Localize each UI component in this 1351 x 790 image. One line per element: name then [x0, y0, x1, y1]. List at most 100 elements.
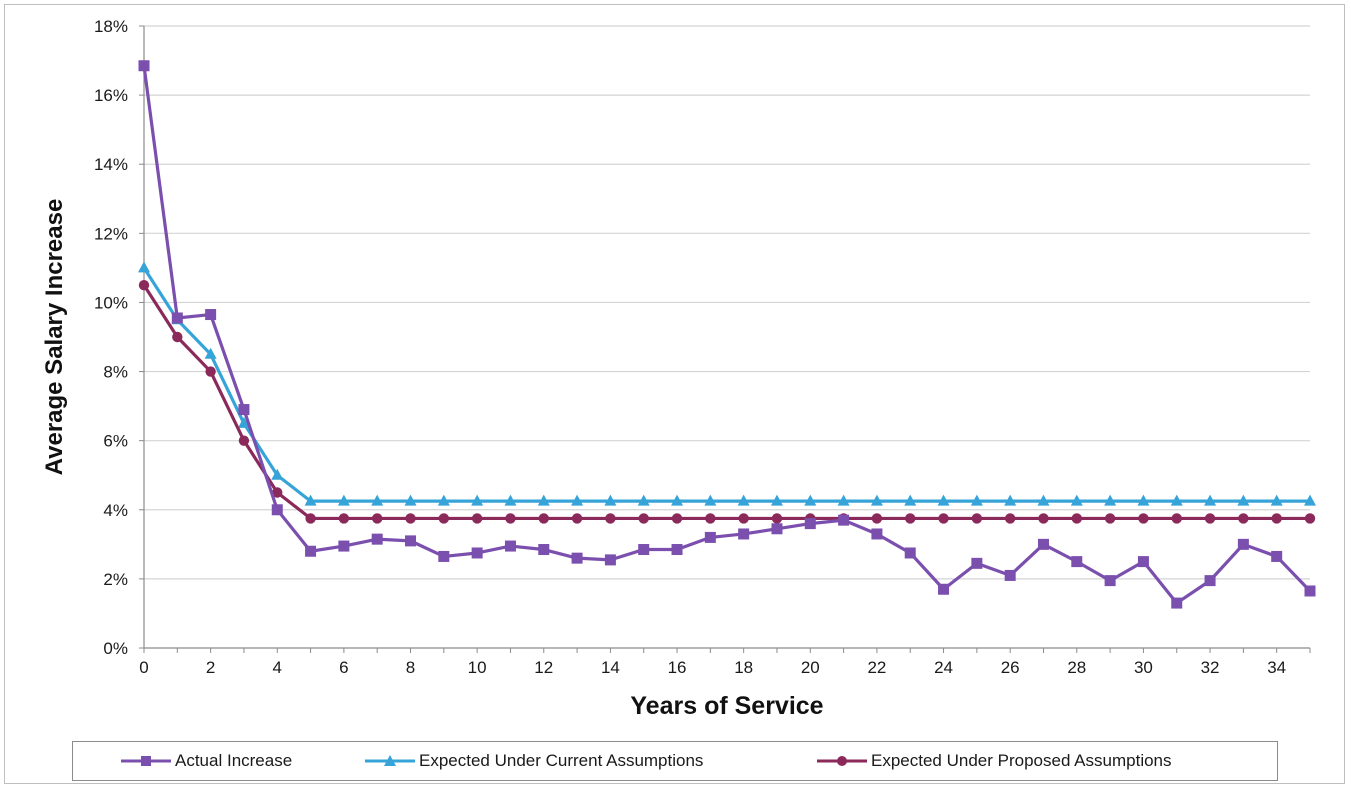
y-tick-label: 10%	[94, 293, 128, 312]
data-point-circle	[372, 513, 383, 524]
data-point-square	[1071, 556, 1083, 568]
y-tick-label: 6%	[103, 432, 128, 451]
data-point-circle	[938, 513, 949, 524]
y-tick-label: 2%	[103, 570, 128, 589]
data-point-circle	[1304, 513, 1316, 524]
data-point-triangle	[1270, 494, 1283, 506]
data-point-triangle	[1104, 494, 1117, 506]
legend-label-current: Expected Under Current Assumptions	[419, 751, 704, 770]
data-point-square	[771, 523, 783, 535]
x-tick-label: 16	[668, 658, 687, 677]
data-point-square	[405, 535, 417, 547]
data-point-triangle	[304, 494, 317, 506]
axes	[139, 25, 1311, 653]
data-point-square	[238, 404, 250, 416]
data-point-circle	[671, 513, 683, 524]
x-tick-label: 26	[1001, 658, 1020, 677]
x-tick-label: 30	[1134, 658, 1153, 677]
data-point-triangle	[704, 494, 717, 506]
data-point-square	[971, 557, 983, 569]
data-point-square	[171, 312, 183, 324]
x-tick-label: 34	[1267, 658, 1286, 677]
data-point-square	[1237, 538, 1249, 550]
data-point-square	[1171, 597, 1183, 609]
x-tick-label: 14	[601, 658, 620, 677]
data-point-triangle	[1037, 494, 1050, 506]
legend-label-proposed: Expected Under Proposed Assumptions	[871, 751, 1172, 770]
data-point-square	[538, 544, 550, 556]
data-point-circle	[1038, 513, 1049, 524]
data-point-circle	[538, 513, 549, 524]
data-point-circle	[338, 513, 350, 524]
data-point-triangle	[937, 494, 950, 506]
series-layer	[138, 60, 1316, 609]
data-point-square	[604, 554, 616, 566]
data-point-triangle	[1170, 494, 1183, 506]
data-point-triangle	[571, 494, 584, 506]
x-tick-label: 18	[734, 658, 753, 677]
data-point-triangle	[604, 494, 617, 506]
data-point-circle	[905, 513, 916, 524]
data-point-circle	[705, 513, 716, 524]
data-point-square	[271, 504, 283, 516]
data-point-triangle	[404, 494, 417, 506]
data-point-circle	[471, 513, 483, 524]
data-point-square	[205, 309, 217, 321]
data-point-triangle	[1304, 494, 1316, 506]
x-tick-label: 2	[206, 658, 215, 677]
y-tick-label: 8%	[103, 363, 128, 382]
grid-lines	[144, 25, 1310, 580]
x-tick-label: 12	[534, 658, 553, 677]
legend-swatch-actual-icon	[121, 756, 171, 766]
x-tick-label: 10	[468, 658, 487, 677]
data-point-square	[738, 528, 750, 540]
data-point-triangle	[437, 494, 450, 506]
data-point-circle	[871, 513, 883, 524]
data-point-circle	[1171, 513, 1182, 524]
data-point-square	[1137, 556, 1149, 568]
data-point-square	[1304, 585, 1316, 597]
series-line-triangle	[142, 267, 1310, 503]
data-point-triangle	[138, 261, 150, 273]
data-point-square	[638, 544, 650, 556]
data-point-triangle	[1204, 494, 1217, 506]
data-point-circle	[1004, 513, 1016, 524]
data-point-triangle	[537, 494, 550, 506]
series-line-square	[142, 65, 1312, 605]
y-tick-label: 0%	[103, 639, 128, 658]
data-point-square	[371, 533, 383, 545]
data-point-circle	[771, 513, 783, 524]
data-point-triangle	[870, 494, 883, 506]
data-point-triangle	[504, 494, 517, 506]
y-tick-label: 12%	[94, 224, 128, 243]
data-point-triangle	[1070, 494, 1083, 506]
data-point-circle	[405, 513, 416, 524]
data-point-square	[871, 528, 883, 540]
y-axis-title: Average Salary Increase	[41, 199, 68, 476]
x-axis-title: Years of Service	[630, 692, 823, 720]
data-point-square	[438, 550, 450, 562]
data-point-square	[904, 547, 916, 559]
data-point-circle	[738, 513, 749, 524]
data-point-triangle	[237, 416, 250, 428]
data-point-square	[1104, 575, 1116, 587]
data-point-square	[571, 552, 583, 564]
data-point-triangle	[371, 494, 384, 506]
series-line-circle	[142, 284, 1310, 521]
data-point-circle	[1204, 513, 1216, 524]
y-tick-label: 16%	[94, 86, 128, 105]
legend-item-current: Expected Under Current Assumptions	[365, 742, 703, 780]
data-point-triangle	[970, 494, 983, 506]
data-point-circle	[138, 279, 150, 291]
data-point-triangle	[770, 494, 783, 506]
data-point-circle	[1138, 513, 1149, 524]
x-tick-label: 28	[1067, 658, 1086, 677]
data-point-triangle	[271, 468, 284, 480]
legend-label-actual: Actual Increase	[175, 751, 293, 770]
data-point-circle	[1071, 513, 1083, 524]
x-tick-label: 6	[339, 658, 348, 677]
data-point-circle	[1238, 513, 1249, 524]
data-point-triangle	[471, 494, 484, 506]
x-tick-label: 8	[406, 658, 415, 677]
